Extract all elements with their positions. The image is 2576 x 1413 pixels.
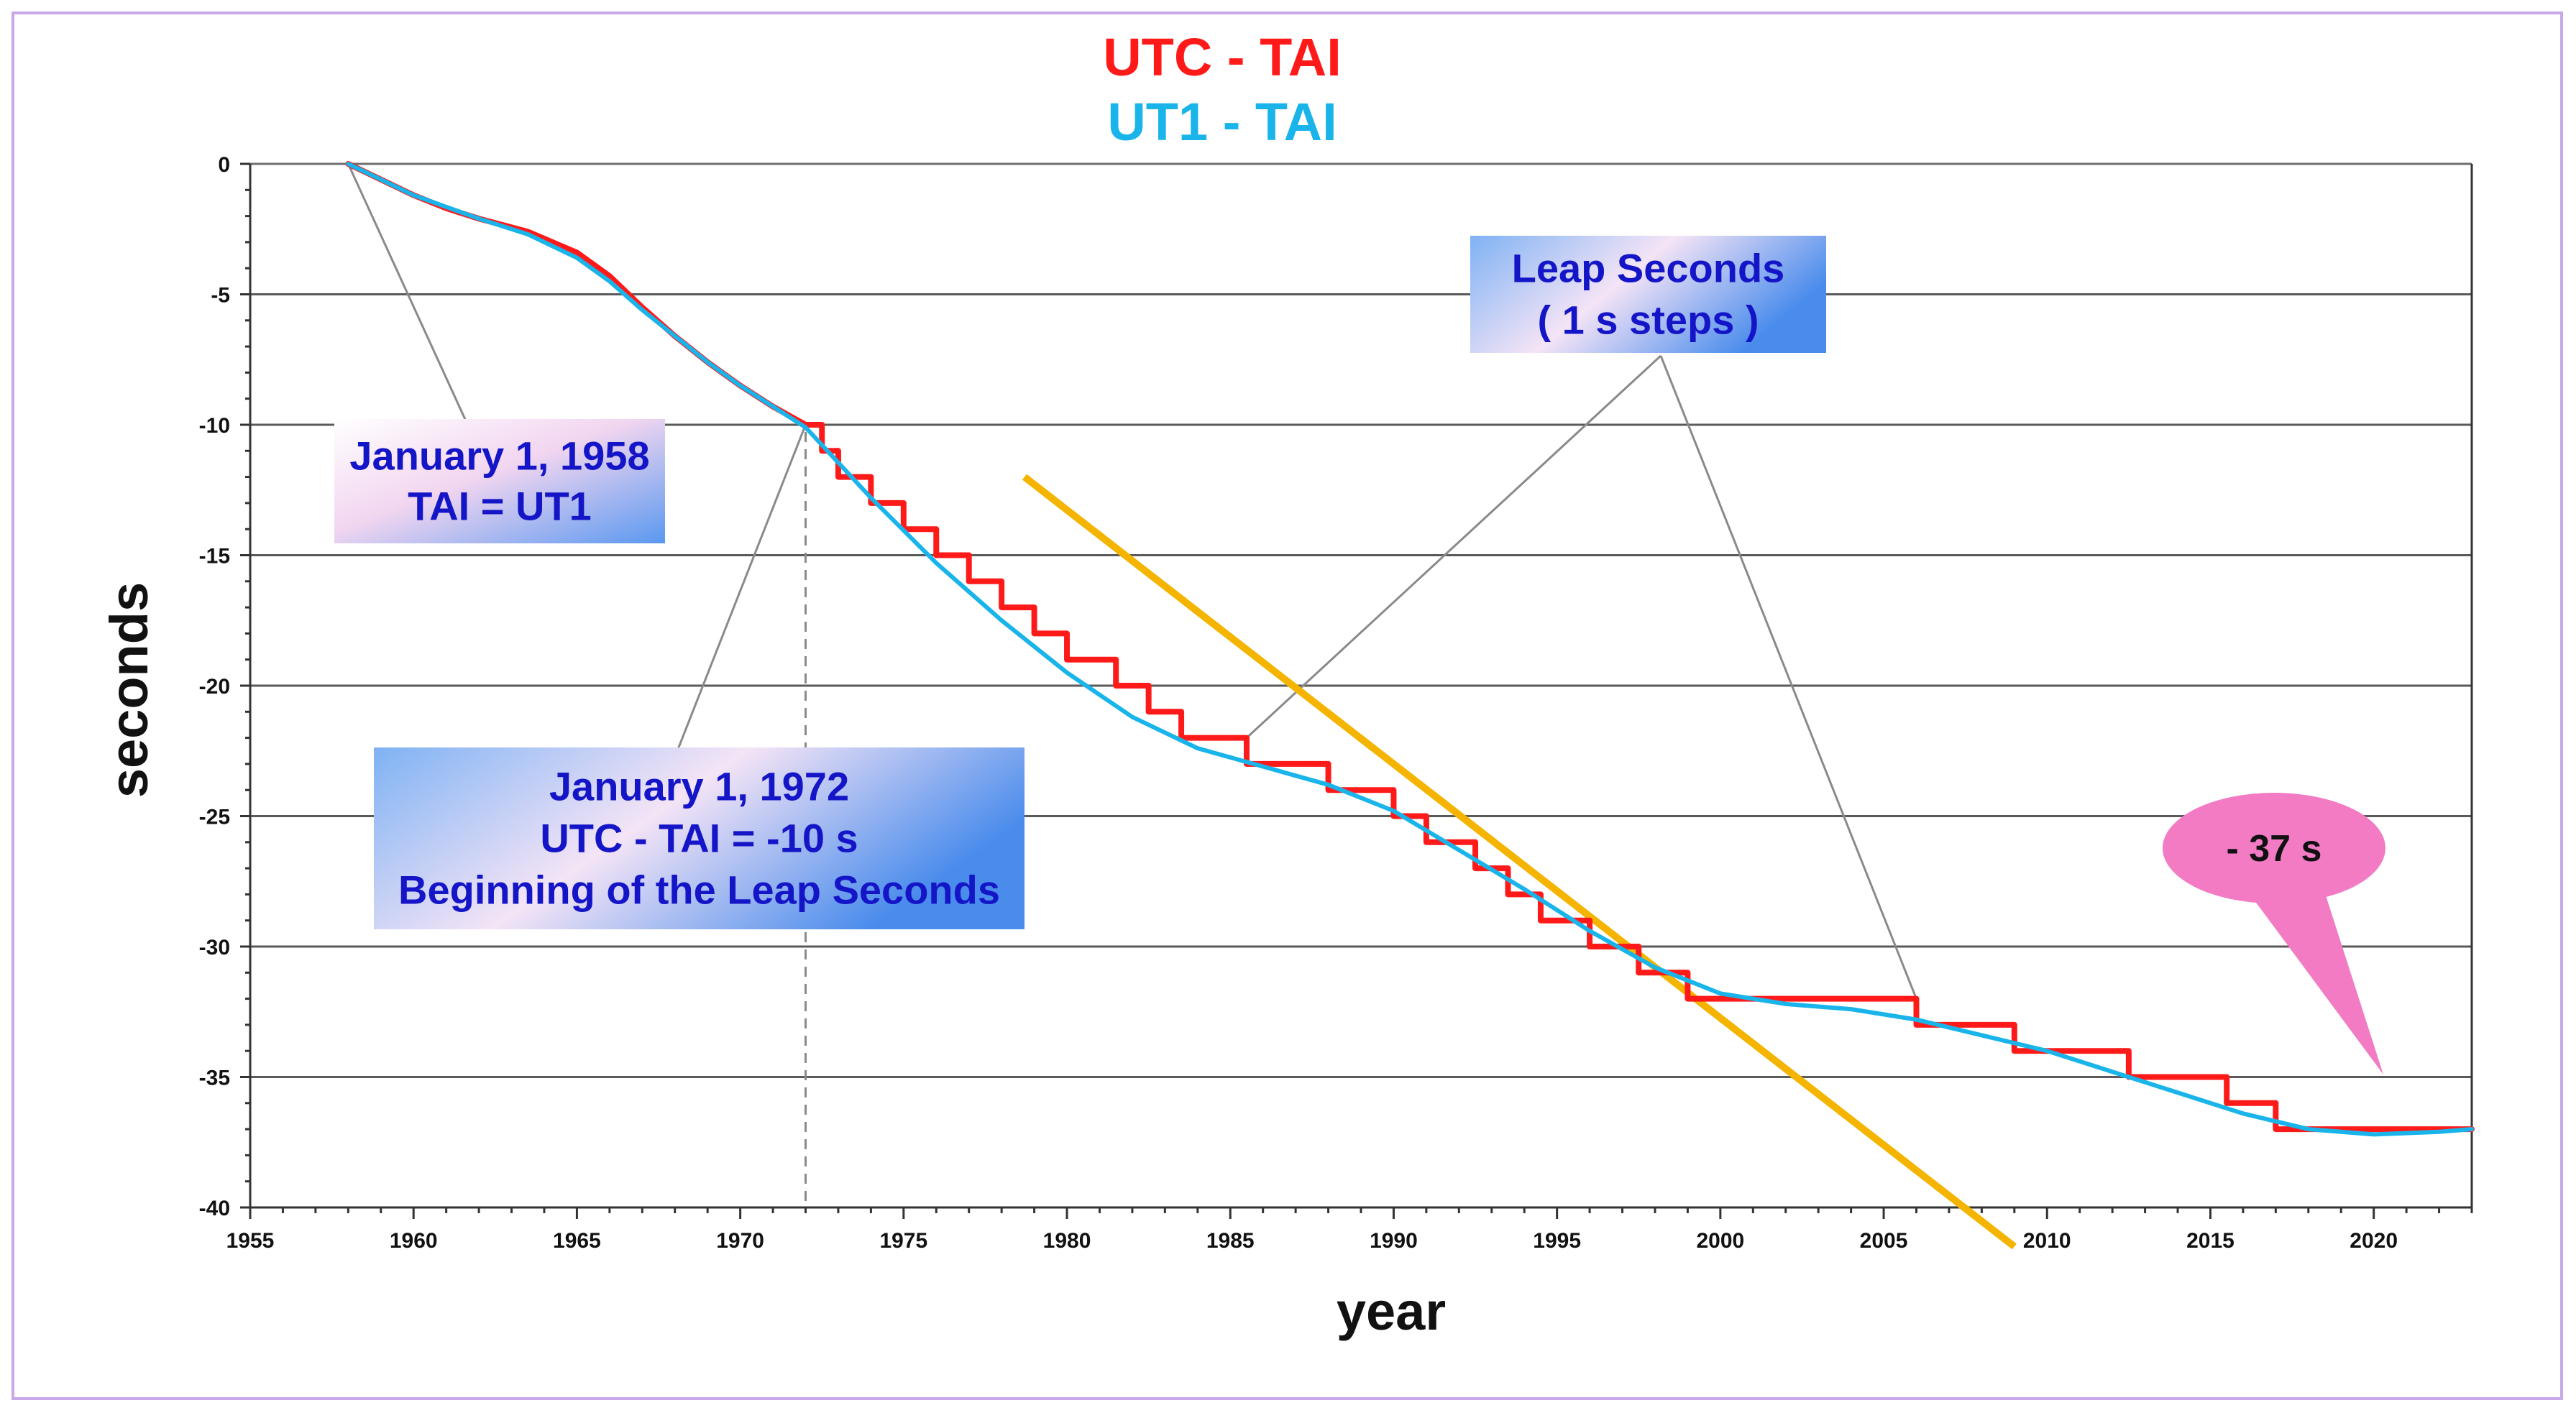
legend-ut1-tai: UT1 - TAI <box>1107 92 1337 152</box>
y-tick-label: -30 <box>199 936 230 959</box>
y-tick-label: 0 <box>218 153 230 177</box>
series-utc-tai-line <box>345 161 2475 1133</box>
x-tick-label: 1960 <box>390 1229 438 1253</box>
series-group <box>345 161 2475 1137</box>
y-tick-label: -40 <box>199 1197 230 1220</box>
annotation-leap-seconds-line-2: ( 1 s steps ) <box>1537 298 1759 343</box>
image-frame <box>12 11 2563 1400</box>
annotation-1972: January 1, 1972 UTC - TAI = -10 s Beginnin… <box>374 747 1025 929</box>
y-tick-label: -35 <box>199 1067 230 1090</box>
callout-37s: - 37 s <box>2163 793 2385 1074</box>
annotation-leap-seconds-box <box>1470 236 1826 353</box>
annotation-1972-line-3: Beginning of the Leap Seconds <box>398 867 1000 913</box>
x-tick-label: 2015 <box>2186 1229 2234 1253</box>
callout-pointer <box>2250 873 2383 1074</box>
callout-text: - 37 s <box>2227 828 2322 870</box>
x-tick-label: 1965 <box>553 1229 601 1253</box>
x-tick-label: 1995 <box>1533 1229 1581 1253</box>
annotations: January 1, 1958 TAI = UT1 January 1, 1972 U… <box>334 236 2385 1074</box>
legend-utc-tai: UTC - TAI <box>1103 27 1342 87</box>
axes: 0 -5 -10 -15 -20 -25 -30 -35 -40 1955 1960 1965 1970… <box>199 153 2473 1253</box>
x-tick-label: 1980 <box>1043 1229 1091 1253</box>
leader-leap-seconds-2 <box>1659 355 1917 1000</box>
annotation-1972-line-2: UTC - TAI = -10 s <box>540 816 858 861</box>
x-tick-label: 2020 <box>2350 1229 2398 1253</box>
series-ut1-tai-line <box>346 162 2474 1137</box>
y-tick-label: -25 <box>199 806 230 829</box>
annotation-1958-line-1: January 1, 1958 <box>349 433 649 479</box>
annotation-1958: January 1, 1958 TAI = UT1 <box>334 419 665 543</box>
annotation-1972-box <box>374 747 1025 929</box>
trend-line <box>1022 474 2017 1250</box>
x-tick-label: 1985 <box>1206 1229 1255 1253</box>
y-tick-label: -5 <box>211 284 230 308</box>
x-tick-label: 1990 <box>1370 1229 1418 1253</box>
annotation-leap-seconds-line-1: Leap Seconds <box>1512 246 1785 291</box>
y-axis-title: seconds <box>99 582 159 798</box>
leader-1958 <box>347 163 469 425</box>
y-tick-label: -15 <box>199 545 230 569</box>
annotation-1958-line-2: TAI = UT1 <box>408 484 592 529</box>
leader-leap-seconds-1 <box>1245 354 1662 739</box>
y-tick-label: -20 <box>199 675 230 699</box>
annotation-1972-line-1: January 1, 1972 <box>549 764 849 809</box>
x-tick-label: 2010 <box>2023 1229 2071 1253</box>
leader-1972 <box>674 424 807 755</box>
x-tick-label: 1975 <box>879 1229 927 1253</box>
x-tick-label: 1955 <box>226 1229 275 1253</box>
grid <box>250 162 2472 1078</box>
y-tick-label: -10 <box>199 414 230 438</box>
annotation-1958-box <box>334 419 665 543</box>
x-tick-label: 2000 <box>1696 1229 1744 1253</box>
annotation-leap-seconds: Leap Seconds ( 1 s steps ) <box>1470 236 1826 353</box>
trend-line-group <box>1022 474 2017 1250</box>
x-tick-label: 2005 <box>1860 1229 1908 1253</box>
callout-bubble <box>2163 793 2385 903</box>
x-axis-title: year <box>1337 1281 1446 1341</box>
x-tick-label: 1970 <box>716 1229 764 1253</box>
